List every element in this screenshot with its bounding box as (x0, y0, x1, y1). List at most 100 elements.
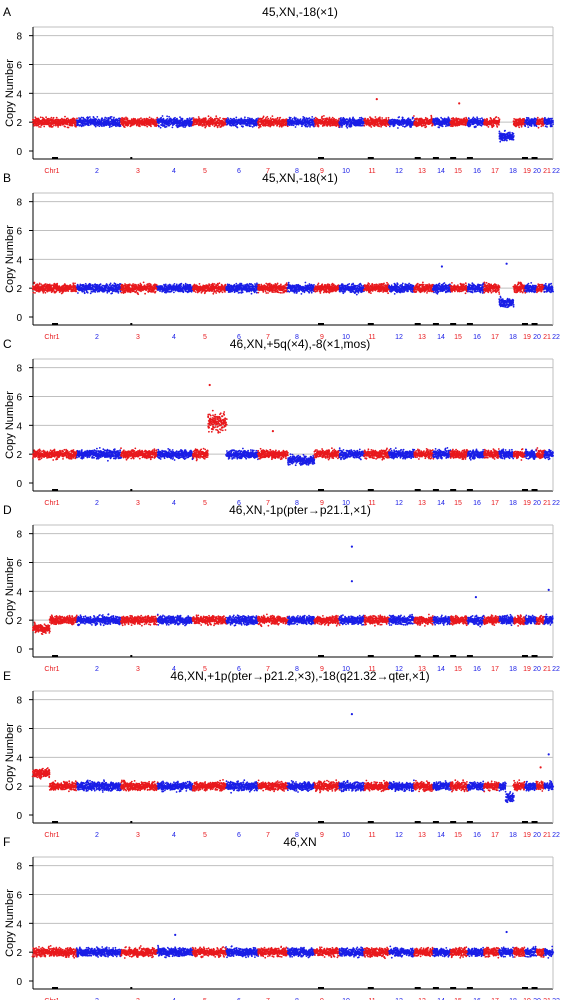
probe-point (295, 118, 297, 120)
chromosome-label: 2 (95, 168, 99, 175)
probe-point (267, 118, 269, 120)
probe-point (83, 125, 85, 127)
y-axis-label: Copy Number (4, 59, 16, 127)
chromosome-label: 11 (368, 168, 375, 175)
probe-point (166, 126, 168, 128)
y-tick-label: 0 (16, 147, 22, 158)
probe-point (111, 116, 113, 118)
probe-point (235, 119, 237, 121)
probe-point (233, 118, 235, 120)
chromosome-label: 21 (543, 168, 551, 175)
probe-point (38, 126, 40, 128)
probe-point (182, 118, 184, 120)
probe-point (162, 115, 164, 117)
probe-point (40, 126, 42, 128)
probe-point (276, 118, 278, 120)
probe-point (308, 117, 310, 119)
probe-point (346, 118, 348, 120)
probe-point (104, 119, 106, 121)
probe-point (333, 118, 335, 120)
probe-point (314, 125, 316, 127)
probe-point (293, 124, 295, 126)
chromosome-label: 20 (533, 168, 541, 175)
probe-point (158, 125, 160, 127)
probe-point (68, 127, 70, 129)
chromosome-label: 22 (552, 168, 560, 175)
probe-point (139, 126, 141, 128)
probe-point (174, 117, 176, 119)
probe-point (45, 116, 47, 118)
gap-marker (130, 157, 132, 159)
probe-point (295, 126, 297, 128)
probe-point (81, 117, 83, 119)
y-tick-label: 6 (16, 60, 22, 71)
probe-point (160, 117, 162, 119)
probe-point (179, 116, 181, 118)
probe-point (146, 126, 148, 128)
chromosome-label: Chr1 (44, 168, 59, 175)
probe-point (235, 125, 237, 127)
chromosome-label: 13 (418, 168, 426, 175)
panel-letter: A (3, 5, 11, 19)
chromosome-label: 12 (395, 168, 403, 175)
probe-point (56, 117, 58, 119)
probe-point (329, 125, 331, 127)
probe-point (301, 125, 303, 127)
probe-point (323, 115, 325, 117)
probe-point (120, 125, 122, 127)
probe-point (113, 117, 115, 119)
probe-point (262, 117, 264, 119)
probe-point (290, 117, 292, 119)
probe-point (124, 126, 126, 128)
probe-point (215, 115, 217, 117)
probe-point (52, 118, 54, 120)
probe-point (51, 117, 53, 119)
probe-point (115, 125, 117, 127)
probe-point (93, 117, 95, 119)
probe-point (160, 127, 162, 129)
y-tick-label: 8 (16, 32, 22, 43)
probe-point (242, 126, 244, 128)
probe-point (150, 124, 152, 126)
y-tick-label: 2 (16, 118, 22, 129)
probe-point (305, 126, 307, 128)
chromosome-label: 15 (454, 168, 462, 175)
chromosome-label: 5 (203, 168, 207, 175)
probe-point (266, 116, 268, 118)
probe-point (40, 116, 42, 118)
probe-point (95, 126, 97, 128)
probe-point (131, 118, 133, 120)
probe-point (88, 124, 90, 126)
probe-point (199, 118, 201, 120)
gap-marker (52, 157, 58, 159)
probe-point (346, 127, 348, 129)
probe-points (32, 98, 554, 143)
chromosome-label: 17 (491, 168, 499, 175)
gap-marker (450, 157, 456, 159)
probe-point (205, 118, 207, 120)
probe-point (244, 116, 246, 118)
probe-point (339, 126, 341, 128)
probe-point (64, 116, 66, 118)
probe-point (250, 125, 252, 127)
probe-point (276, 120, 278, 122)
probe-point (177, 119, 179, 121)
probe-point (55, 125, 57, 127)
probe-point (260, 126, 262, 128)
probe-point (33, 125, 35, 127)
probe-point (340, 117, 342, 119)
probe-point (273, 125, 275, 127)
chromosome-label: 10 (342, 168, 350, 175)
probe-point (168, 116, 170, 118)
probe-point (183, 126, 185, 128)
chromosome-label: 14 (437, 168, 445, 175)
probe-point (52, 126, 54, 128)
probe-point (209, 125, 211, 127)
probe-point (57, 126, 59, 128)
probe-point (279, 117, 281, 119)
probe-point (64, 126, 66, 128)
probe-point (140, 117, 142, 119)
gap-marker (415, 157, 421, 159)
